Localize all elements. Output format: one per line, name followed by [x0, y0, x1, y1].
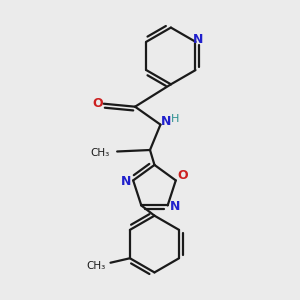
- Text: N: N: [193, 33, 203, 46]
- Text: O: O: [177, 169, 188, 182]
- Text: N: N: [160, 115, 171, 128]
- Text: CH₃: CH₃: [87, 261, 106, 271]
- Text: N: N: [121, 176, 131, 188]
- Text: O: O: [92, 97, 103, 110]
- Text: CH₃: CH₃: [90, 148, 110, 158]
- Text: H: H: [171, 114, 179, 124]
- Text: N: N: [170, 200, 180, 213]
